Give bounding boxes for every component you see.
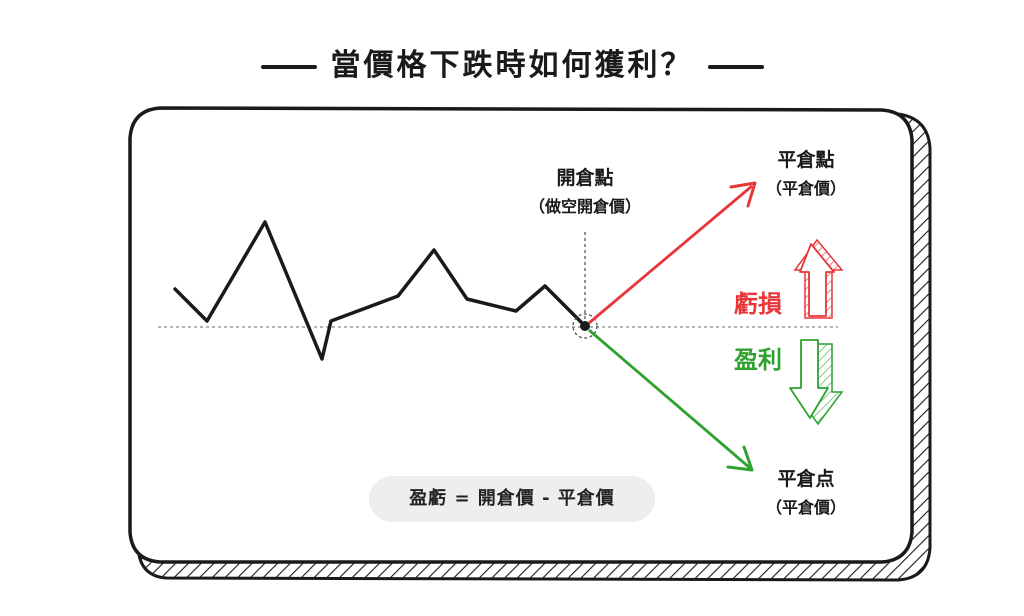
profit-arrow — [588, 328, 751, 470]
loss-label: 虧損 — [734, 290, 782, 318]
title-row: 當價格下跌時如何獲利？ — [0, 40, 1024, 84]
loss-arrow — [588, 184, 753, 325]
close-up-sublabel: （平倉價） — [765, 179, 846, 198]
title-dash-left — [260, 64, 317, 69]
loss-arrow-head — [729, 181, 757, 208]
open-point-ring — [572, 313, 598, 339]
close-up-label: 平倉點 — [777, 149, 835, 171]
open-point-dot — [580, 321, 590, 331]
profit-arrow-head — [726, 445, 754, 472]
page-title: 當價格下跌時如何獲利？ — [330, 48, 694, 83]
open-point-sublabel: （做空開倉價） — [528, 197, 641, 216]
title-dash-right — [707, 64, 764, 69]
price-line — [173, 220, 587, 361]
profit-label: 盈利 — [734, 346, 782, 374]
close-down-label: 平倉点 — [777, 468, 835, 490]
open-point-label: 開倉點 — [556, 167, 614, 189]
formula-pill: 盈虧 = 開倉價 - 平倉價 — [369, 476, 655, 522]
up-hollow-arrow-icon — [793, 238, 844, 319]
close-down-sublabel: （平倉價） — [765, 498, 846, 517]
card — [128, 106, 914, 564]
down-hollow-arrow-icon — [789, 339, 844, 426]
